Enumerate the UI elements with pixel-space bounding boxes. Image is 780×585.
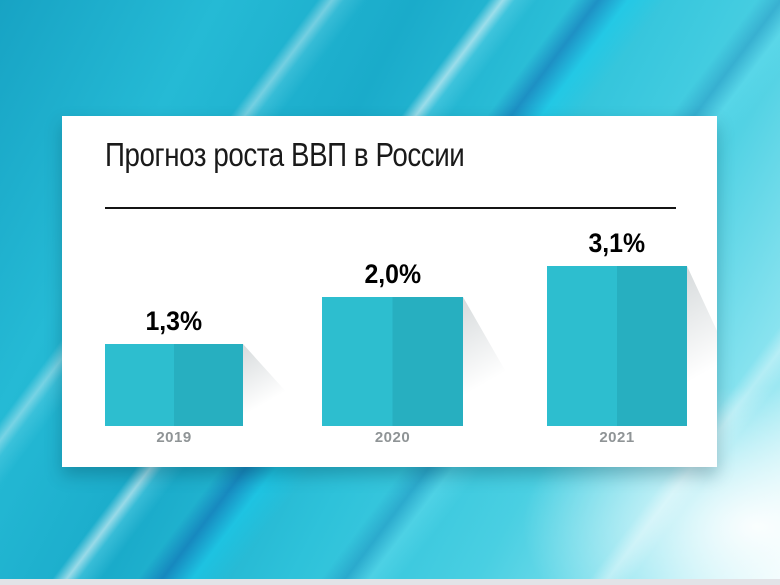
bar-shadow (243, 344, 317, 426)
bottom-strip (0, 579, 780, 585)
bar-2020 (322, 297, 463, 426)
chart-card: Прогноз роста ВВП в России 1,3% 2019 2,0… (62, 116, 717, 467)
bar-shadow (463, 297, 537, 426)
bar-value-label-2020: 2,0% (364, 259, 421, 289)
bar-2019 (105, 344, 243, 426)
x-axis-label-2021: 2021 (599, 429, 635, 446)
chart-title: Прогноз роста ВВП в России (105, 136, 465, 173)
bar-2021 (547, 266, 687, 426)
title-divider (105, 207, 676, 209)
bar-wrap (322, 297, 537, 426)
bar-group-2020: 2,0% 2020 (322, 259, 537, 448)
bar-group-2021: 3,1% 2021 (547, 228, 717, 448)
bar-wrap (105, 344, 317, 426)
x-axis-label-2020: 2020 (374, 429, 411, 446)
x-axis-label-2019: 2019 (156, 429, 192, 446)
bar-group-2019: 1,3% 2019 (105, 306, 317, 448)
bar-value-label-2021: 3,1% (588, 228, 646, 258)
bar-value-label-2019: 1,3% (145, 306, 203, 336)
bar-wrap (547, 266, 717, 426)
bar-shadow (687, 266, 717, 426)
